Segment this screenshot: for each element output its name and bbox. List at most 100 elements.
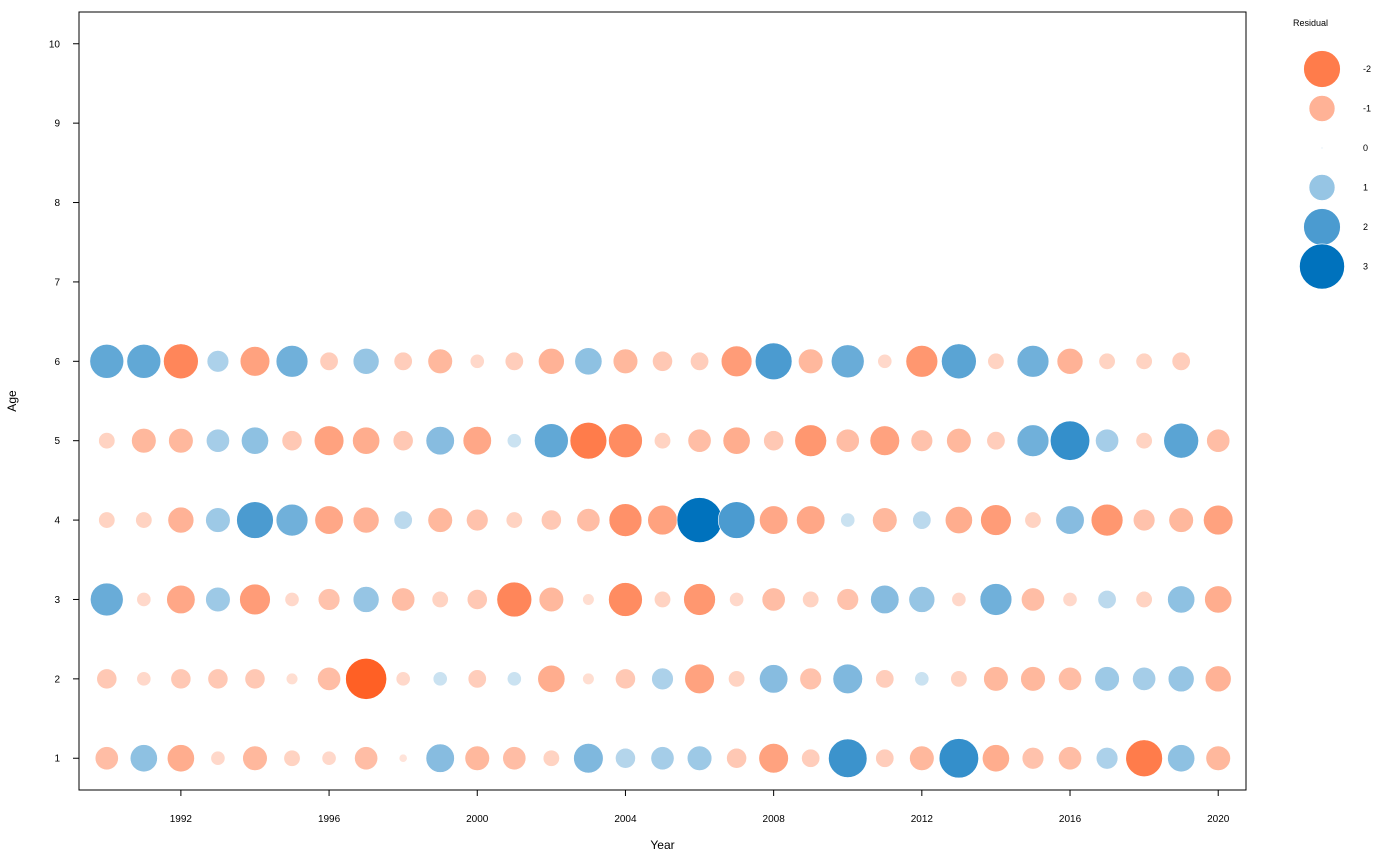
bubble-age-5-year-2007 [722, 426, 751, 455]
x-axis: 1992 1996 2000 2004 2008 2012 2016 2020 [170, 790, 1230, 825]
bubble-age-6-year-2015 [1016, 345, 1050, 378]
bubble-age-5-year-2015 [1016, 424, 1050, 457]
bubble-age-4-year-2020 [1203, 504, 1234, 536]
x-tick-label: 1992 [170, 814, 193, 825]
bubble-age-1-year-1996 [321, 750, 337, 766]
bubble-age-5-year-2010 [835, 428, 860, 453]
bubble-age-6-year-2011 [877, 353, 893, 369]
bubble-age-1-year-2016 [1058, 746, 1082, 771]
bubble-age-3-year-2004 [608, 582, 643, 617]
bubble-age-3-year-2016 [1062, 592, 1078, 607]
x-axis-title: Year [650, 838, 674, 852]
legend-swatch [1308, 174, 1336, 201]
legend-label: -1 [1363, 104, 1371, 114]
bubble-age-1-year-1993 [210, 750, 226, 766]
bubble-age-4-year-2008 [759, 505, 789, 535]
bubble-age-6-year-1993 [206, 350, 230, 373]
bubble-age-2-year-2000 [467, 669, 487, 689]
y-tick-label: 4 [54, 516, 60, 527]
bubble-age-2-year-2019 [1167, 665, 1195, 693]
legend-label: 1 [1363, 183, 1368, 193]
bubble-age-5-year-2009 [794, 424, 827, 457]
x-tick-label: 2012 [911, 814, 934, 825]
bubble-age-3-year-2019 [1167, 585, 1196, 614]
y-axis-title: Age [5, 390, 19, 412]
legend-title: Residual [1293, 18, 1328, 28]
bubble-age-6-year-2010 [830, 344, 865, 379]
bubble-age-1-year-2006 [686, 745, 713, 771]
bubble-age-2-year-2020 [1204, 665, 1232, 693]
bubble-age-1-year-2001 [502, 746, 527, 771]
bubble-age-4-year-2018 [1132, 508, 1156, 532]
bubble-age-3-year-1996 [317, 588, 341, 611]
bubble-age-4-year-2013 [944, 506, 973, 535]
bubble-age-2-year-2002 [537, 664, 566, 693]
bubble-age-6-year-2013 [941, 343, 977, 380]
bubble-age-3-year-2005 [653, 590, 672, 608]
bubble-age-4-year-2019 [1168, 507, 1194, 533]
bubble-age-4-year-2001 [505, 511, 523, 529]
y-axis: 1 2 3 4 5 6 7 8 9 10 [49, 39, 79, 765]
bubble-age-4-year-2004 [608, 503, 643, 537]
bubble-age-4-year-1997 [352, 506, 380, 534]
bubble-age-2-year-2009 [799, 667, 822, 691]
bubble-age-3-year-1990 [90, 582, 124, 617]
bubble-age-5-year-2018 [1135, 432, 1153, 450]
bubble-age-5-year-2006 [687, 428, 712, 453]
bubble-age-6-year-1995 [275, 345, 309, 378]
bubbles [89, 342, 1234, 779]
y-tick-label: 7 [54, 277, 60, 288]
bubble-age-5-year-2003 [569, 422, 608, 460]
bubble-age-1-year-2020 [1205, 745, 1231, 771]
bubble-age-1-year-2003 [573, 743, 604, 774]
bubble-age-4-year-2000 [466, 508, 489, 532]
bubble-age-3-year-2015 [1021, 587, 1045, 612]
bubble-age-6-year-1999 [427, 348, 453, 374]
bubble-age-4-year-2006 [676, 497, 723, 543]
bubble-age-6-year-1996 [319, 351, 339, 371]
bubble-age-6-year-1994 [239, 346, 271, 377]
bubble-age-2-year-2015 [1020, 666, 1046, 692]
bubble-age-3-year-2013 [951, 592, 967, 607]
x-tick-label: 2008 [763, 814, 786, 825]
legend-swatch [1308, 95, 1336, 122]
bubble-age-4-year-2003 [576, 508, 601, 533]
bubble-age-1-year-2000 [464, 745, 490, 771]
bubble-age-2-year-2012 [914, 671, 930, 687]
bubble-age-1-year-2014 [981, 744, 1010, 773]
bubble-age-5-year-2013 [946, 428, 972, 454]
bubble-age-3-year-2014 [979, 583, 1013, 616]
bubble-age-1-year-1991 [129, 744, 158, 773]
bubble-age-3-year-1998 [391, 587, 416, 612]
bubble-age-4-year-1991 [135, 511, 153, 529]
bubble-age-4-year-1999 [427, 507, 453, 533]
bubble-age-3-year-1992 [166, 584, 196, 615]
bubble-age-4-year-1998 [393, 510, 413, 530]
bubble-age-1-year-1998 [398, 753, 408, 763]
bubble-age-5-year-2012 [910, 429, 934, 452]
bubble-age-6-year-2017 [1098, 352, 1116, 370]
bubble-age-6-year-2007 [720, 345, 753, 377]
bubble-age-3-year-2012 [908, 586, 936, 613]
bubble-age-2-year-2017 [1094, 666, 1120, 692]
bubble-age-5-year-1991 [131, 428, 157, 454]
y-tick-label: 10 [49, 39, 61, 50]
bubble-age-6-year-1991 [126, 344, 162, 379]
bubble-age-1-year-2018 [1125, 739, 1163, 777]
legend: Residual -2 -1 0 1 2 3 [1293, 18, 1371, 290]
y-tick-label: 3 [54, 595, 60, 606]
bubble-age-5-year-2005 [653, 432, 672, 450]
bubble-age-6-year-2003 [574, 347, 603, 376]
bubble-age-5-year-2011 [869, 425, 900, 456]
bubble-age-1-year-2012 [909, 745, 935, 771]
bubble-age-4-year-2010 [840, 512, 856, 528]
bubble-age-3-year-2009 [802, 590, 820, 608]
bubble-age-2-year-2005 [651, 667, 674, 691]
bubble-age-2-year-2006 [684, 663, 715, 694]
bubble-age-4-year-1992 [167, 506, 195, 534]
bubble-age-1-year-1994 [242, 745, 268, 771]
bubble-age-4-year-2016 [1055, 505, 1085, 535]
bubble-age-5-year-2008 [763, 430, 785, 452]
bubble-age-2-year-2018 [1132, 666, 1157, 691]
